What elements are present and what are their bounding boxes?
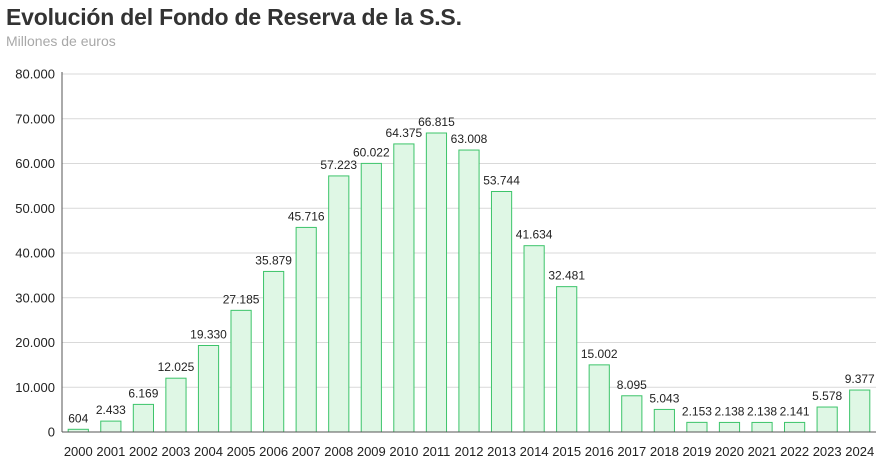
y-tick-label: 60.000	[15, 156, 55, 171]
bar	[816, 406, 838, 433]
data-label: 5.578	[812, 389, 842, 403]
data-label: 35.879	[255, 253, 292, 267]
y-tick-label: 40.000	[15, 246, 55, 261]
x-tick-label: 2007	[292, 444, 321, 459]
data-label: 66.815	[418, 115, 455, 129]
bar	[751, 421, 773, 433]
chart-subtitle: Millones de euros	[6, 33, 116, 49]
y-tick-label: 10.000	[15, 380, 55, 395]
x-tick-label: 2015	[552, 444, 581, 459]
bar	[328, 175, 350, 433]
data-label: 6.169	[128, 386, 158, 400]
data-label: 19.330	[190, 327, 227, 341]
x-tick-label: 2011	[422, 444, 450, 459]
data-label: 63.008	[451, 132, 488, 146]
x-tick-label: 2006	[259, 444, 288, 459]
x-tick-label: 2009	[357, 444, 386, 459]
data-label: 2.141	[780, 404, 810, 418]
data-label: 9.377	[845, 372, 875, 386]
data-label: 5.043	[649, 391, 679, 405]
data-label: 2.138	[747, 404, 777, 418]
x-tick-label: 2012	[455, 444, 484, 459]
x-tick-label: 2000	[64, 444, 93, 459]
bar	[588, 364, 610, 433]
data-label: 57.223	[320, 158, 357, 172]
y-tick-label: 70.000	[15, 111, 55, 126]
bar	[425, 132, 448, 433]
y-tick-label: 30.000	[15, 290, 55, 305]
bar	[393, 143, 415, 433]
x-tick-label: 2010	[389, 444, 418, 459]
data-label: 27.185	[223, 292, 260, 306]
x-tick-label: 2002	[129, 444, 158, 459]
bar	[165, 377, 187, 433]
x-tick-label: 2016	[585, 444, 614, 459]
bar	[295, 226, 317, 433]
x-tick-label: 2024	[845, 444, 874, 459]
bar	[263, 270, 285, 433]
data-label: 53.744	[483, 173, 520, 187]
bar	[653, 408, 675, 433]
data-label: 45.716	[288, 209, 325, 223]
bar	[556, 286, 578, 433]
data-label: 64.375	[386, 126, 423, 140]
bar	[458, 149, 480, 433]
y-tick-label: 80.000	[15, 67, 55, 82]
bar	[523, 245, 545, 433]
data-label: 8.095	[617, 378, 647, 392]
bar	[621, 395, 643, 433]
x-tick-label: 2018	[650, 444, 679, 459]
bar	[197, 344, 220, 433]
data-label: 2.138	[714, 404, 744, 418]
y-tick-label: 50.000	[15, 201, 55, 216]
x-tick-label: 2004	[194, 444, 223, 459]
bar	[849, 389, 871, 433]
data-label: 2.433	[96, 403, 126, 417]
chart-title: Evolución del Fondo de Reserva de la S.S…	[6, 4, 462, 30]
data-label: 32.481	[548, 269, 585, 283]
y-tick-label: 0	[48, 425, 55, 440]
x-tick-label: 2021	[748, 444, 777, 459]
data-label: 604	[68, 411, 88, 425]
bar	[100, 420, 122, 433]
x-tick-label: 2008	[324, 444, 353, 459]
bar	[490, 190, 513, 433]
x-tick-label: 2019	[682, 444, 711, 459]
bar	[230, 309, 252, 433]
x-tick-label: 2023	[813, 444, 842, 459]
x-tick-label: 2003	[161, 444, 190, 459]
bar	[686, 421, 708, 433]
y-tick-label: 20.000	[15, 335, 55, 350]
bar	[360, 162, 382, 433]
bar	[718, 421, 741, 433]
x-tick-label: 2014	[520, 444, 549, 459]
data-label: 2.153	[682, 404, 712, 418]
x-tick-label: 2001	[96, 444, 125, 459]
x-tick-label: 2020	[715, 444, 744, 459]
bar	[784, 421, 806, 433]
data-label: 60.022	[353, 145, 390, 159]
data-label: 15.002	[581, 347, 618, 361]
x-tick-label: 2005	[227, 444, 256, 459]
data-label: 12.025	[158, 360, 195, 374]
data-label: 41.634	[516, 228, 553, 242]
x-tick-label: 2022	[780, 444, 809, 459]
bar	[132, 403, 154, 433]
x-tick-label: 2017	[617, 444, 646, 459]
x-tick-label: 2013	[487, 444, 516, 459]
